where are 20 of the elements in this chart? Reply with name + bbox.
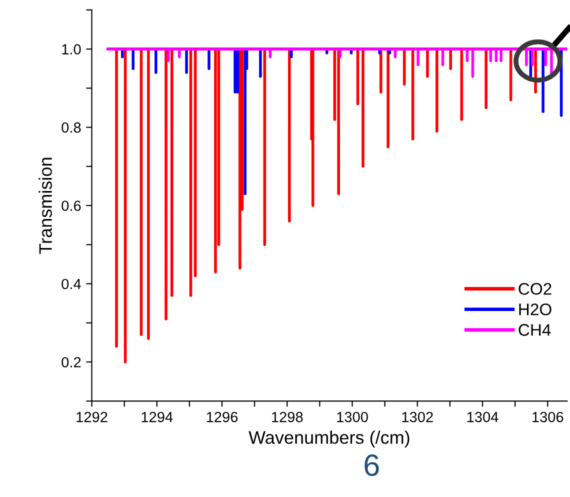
y-tick-label: 0.6 [62, 200, 81, 211]
x-tick-label: 1298 [272, 412, 303, 422]
x-tick-label: 1294 [142, 412, 173, 422]
x-tick-label: 1292 [76, 412, 108, 422]
x-axis-title: Wavenumbers (/cm) [248, 430, 410, 448]
x-tick-label: 1296 [206, 412, 238, 422]
legend-label: CO2 [518, 282, 552, 295]
x-tick-label: 1306 [532, 412, 564, 422]
x-tick-label: 1304 [467, 412, 498, 422]
y-tick-label: 0.8 [62, 122, 81, 133]
x-tick-label: 1302 [402, 412, 433, 422]
y-tick-label: 1.0 [62, 44, 81, 54]
y-tick-label: 0.4 [62, 278, 81, 290]
x-tick-label: 1300 [337, 412, 368, 422]
text: 6 [364, 454, 379, 476]
legend-label: H2O [519, 304, 552, 316]
legend-label: CH4 [518, 324, 551, 336]
y-tick-label: 0.2 [62, 357, 81, 368]
y-axis-title: Transmision [38, 158, 52, 254]
line-series [106, 48, 568, 78]
